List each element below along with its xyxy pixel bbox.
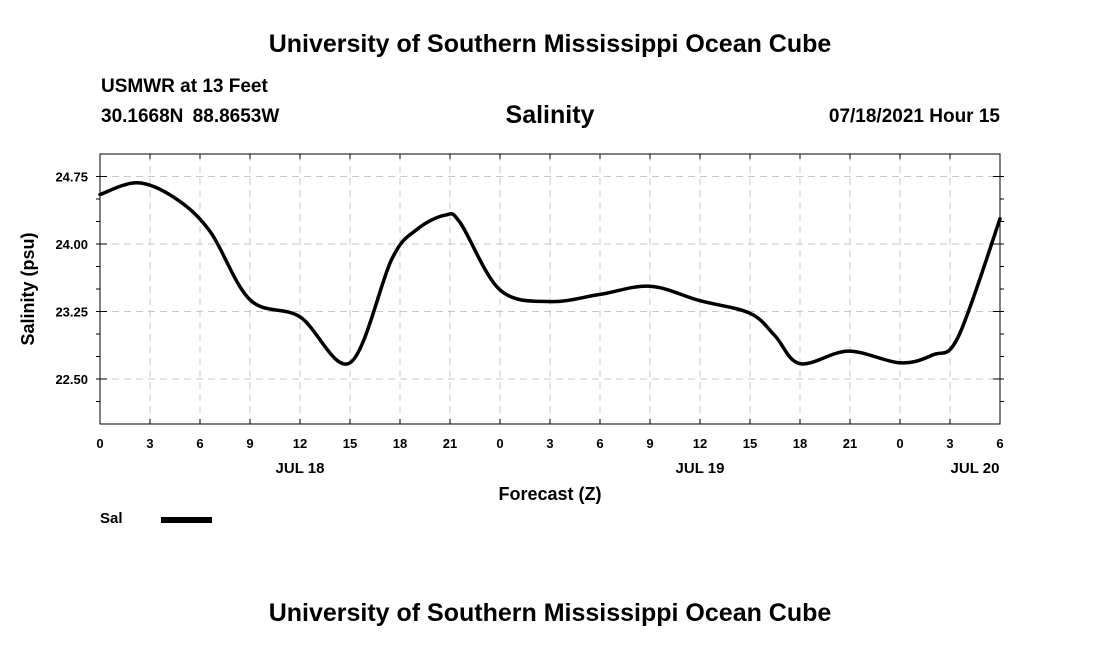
legend-label: Sal [100,510,123,527]
x-tick-label: 3 [946,436,953,451]
x-tick-label: 6 [596,436,603,451]
date-label: JUL 19 [676,460,725,477]
datetime-label: 07/18/2021 Hour 15 [828,106,1000,127]
label-layer: 0 3 6 9 12 15 18 21 0 3 6 9 12 15 18 21 0 3 6 JUL 18 JUL 19 J… [55,170,1003,478]
y-axis-label: Salinity (psu) [18,232,38,345]
y-tick-label: 24.00 [55,237,88,252]
x-tick-label: 15 [743,436,757,451]
x-tick-label: 6 [196,436,203,451]
x-tick-label: 21 [843,436,857,451]
x-tick-label: 6 [996,436,1003,451]
x-tick-label: 9 [646,436,653,451]
grid-layer [100,154,1000,424]
tick-layer [96,154,1004,424]
plot-title: Salinity [505,101,595,129]
series-layer [98,181,1002,366]
x-tick-label: 21 [443,436,457,451]
y-tick-label: 24.75 [55,170,88,185]
x-tick-label: 0 [896,436,903,451]
station-label: USMWR at 13 Feet [101,76,268,97]
chart-title-top: University of Southern Mississippi Ocean… [268,30,832,58]
y-tick-label: 22.50 [55,372,88,387]
x-tick-label: 15 [343,436,357,451]
coordinates-label: 30.1668N 88.8653W [101,106,280,127]
chart-title-bottom: University of Southern Mississippi Ocean… [268,599,832,627]
x-axis-label: Forecast (Z) [498,484,601,504]
x-tick-label: 0 [496,436,503,451]
x-tick-label: 9 [246,436,253,451]
plot-frame [99,153,1001,425]
x-tick-label: 3 [146,436,153,451]
series-line-sal [98,181,1002,366]
x-tick-label: 3 [546,436,553,451]
legend-swatch [161,517,212,523]
x-tick-label: 12 [693,436,707,451]
x-tick-label: 0 [96,436,103,451]
y-tick-label: 23.25 [55,305,88,320]
date-label: JUL 18 [276,460,325,477]
x-tick-label: 18 [393,436,407,451]
x-tick-label: 18 [793,436,807,451]
x-tick-label: 12 [293,436,307,451]
date-label: JUL 20 [951,460,1000,477]
